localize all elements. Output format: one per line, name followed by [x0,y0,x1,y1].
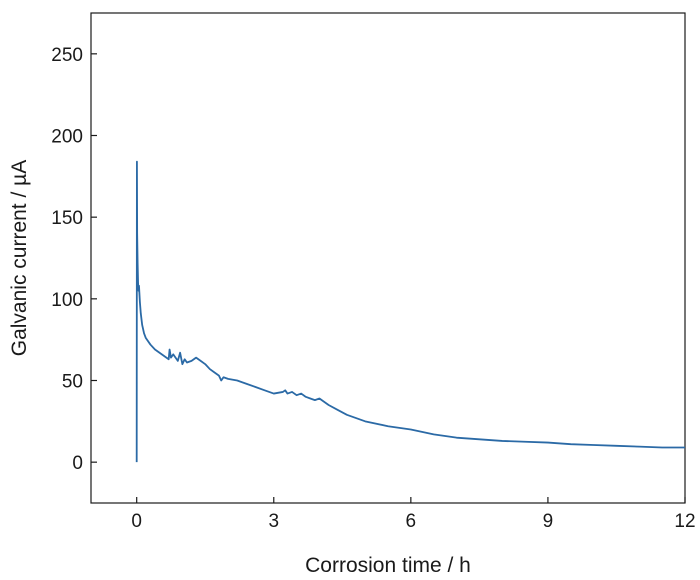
x-axis-label: Corrosion time / h [305,554,471,577]
x-tick-label: 9 [543,511,554,532]
x-tick-label: 3 [268,511,279,532]
y-tick-label: 0 [72,453,83,474]
y-tick-label: 200 [51,127,83,148]
x-tick-label: 0 [131,511,142,532]
galvanic-current-line [135,160,685,463]
y-axis-ticks: 0 50 100 150 200 250 [51,45,97,474]
x-axis-ticks: 0 3 6 9 12 [131,497,696,532]
y-tick-label: 250 [51,45,83,66]
y-axis-label: Galvanic current / µA [8,160,31,357]
y-tick-label: 150 [51,208,83,229]
plot-frame [90,12,686,504]
y-tick-label: 100 [51,290,83,311]
x-tick-label: 6 [406,511,417,532]
x-tick-label: 12 [674,511,695,532]
y-tick-label: 50 [62,372,83,393]
